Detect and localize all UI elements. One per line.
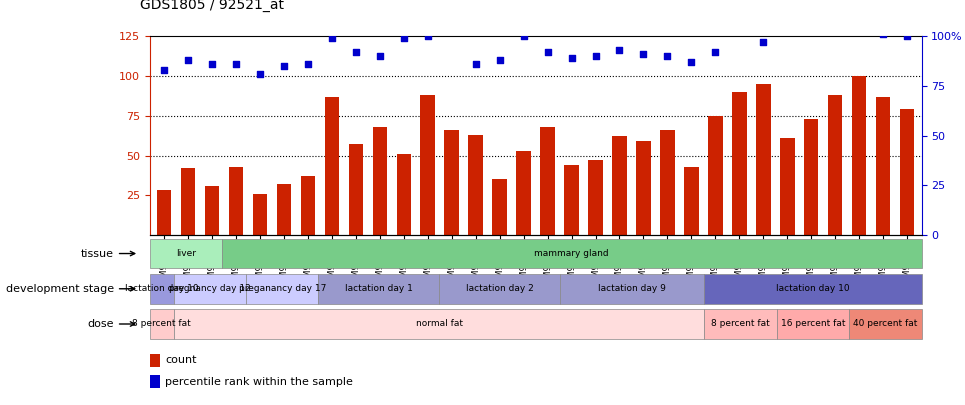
Bar	[150, 309, 174, 339]
Bar	[852, 76, 867, 235]
Bar	[372, 127, 387, 235]
Point	[516, 33, 532, 40]
Text: lactation day 1: lactation day 1	[345, 284, 413, 293]
Point	[707, 49, 723, 55]
Point	[851, 19, 867, 26]
Point	[539, 49, 555, 55]
Point	[899, 33, 915, 40]
Bar	[849, 309, 922, 339]
Bar	[757, 84, 770, 235]
Bar	[324, 97, 339, 235]
Bar	[704, 309, 777, 339]
Point	[276, 63, 291, 70]
Text: 40 percent fat: 40 percent fat	[853, 320, 918, 328]
Bar	[565, 165, 579, 235]
Bar	[516, 151, 531, 235]
Text: pregnancy day 12: pregnancy day 12	[169, 284, 251, 293]
Text: GDS1805 / 92521_at: GDS1805 / 92521_at	[140, 0, 284, 12]
Text: lactation day 9: lactation day 9	[598, 284, 666, 293]
Bar	[156, 190, 171, 235]
Text: mammary gland: mammary gland	[535, 249, 609, 258]
Bar	[150, 239, 222, 269]
Bar	[732, 92, 747, 235]
Text: 8 percent fat: 8 percent fat	[711, 320, 770, 328]
Text: lactation day 2: lactation day 2	[465, 284, 534, 293]
Point	[372, 53, 388, 60]
Bar	[246, 274, 318, 304]
Text: liver: liver	[176, 249, 196, 258]
Text: percentile rank within the sample: percentile rank within the sample	[166, 377, 353, 387]
Text: count: count	[166, 355, 197, 365]
Text: preganancy day 17: preganancy day 17	[238, 284, 326, 293]
Bar	[876, 97, 891, 235]
Point	[756, 39, 771, 46]
Bar	[205, 185, 219, 235]
Point	[636, 51, 651, 58]
Point	[205, 61, 220, 68]
Text: tissue: tissue	[81, 249, 114, 258]
Bar	[174, 274, 246, 304]
Bar	[684, 166, 699, 235]
Text: 8 percent fat: 8 percent fat	[132, 320, 191, 328]
Bar	[804, 119, 818, 235]
Bar	[704, 274, 922, 304]
Point	[156, 67, 172, 73]
Point	[228, 61, 243, 68]
Bar	[150, 354, 160, 367]
Point	[828, 21, 843, 28]
Bar	[613, 136, 626, 235]
Point	[612, 47, 627, 53]
Point	[660, 53, 676, 60]
Point	[780, 21, 795, 28]
Point	[396, 35, 411, 42]
Text: normal fat: normal fat	[416, 320, 462, 328]
Bar	[828, 95, 842, 235]
Point	[420, 33, 435, 40]
Bar	[636, 141, 650, 235]
Bar	[780, 138, 794, 235]
Point	[731, 27, 747, 34]
Bar	[900, 109, 915, 235]
Bar	[660, 130, 675, 235]
Bar	[397, 154, 411, 235]
Point	[588, 53, 603, 60]
Bar	[301, 176, 315, 235]
Point	[444, 25, 459, 32]
Point	[683, 59, 699, 66]
Bar	[318, 274, 439, 304]
Bar	[277, 184, 291, 235]
Bar	[180, 168, 195, 235]
Point	[468, 61, 483, 68]
Bar	[348, 145, 363, 235]
Text: lactation day 10: lactation day 10	[776, 284, 850, 293]
Bar	[540, 127, 555, 235]
Bar	[560, 274, 704, 304]
Bar	[150, 274, 174, 304]
Point	[875, 31, 891, 38]
Point	[300, 61, 316, 68]
Bar	[174, 309, 704, 339]
Point	[348, 49, 364, 55]
Point	[804, 21, 819, 28]
Bar	[708, 116, 723, 235]
Bar	[492, 179, 507, 235]
Point	[180, 57, 196, 64]
Point	[492, 57, 508, 64]
Text: development stage: development stage	[6, 284, 114, 294]
Bar	[253, 194, 267, 235]
Bar	[589, 160, 603, 235]
Bar	[421, 95, 435, 235]
Bar	[439, 274, 560, 304]
Bar	[445, 130, 458, 235]
Point	[324, 35, 340, 42]
Text: 16 percent fat: 16 percent fat	[781, 320, 845, 328]
Point	[564, 55, 579, 62]
Bar	[150, 375, 160, 388]
Bar	[777, 309, 849, 339]
Text: dose: dose	[87, 319, 114, 329]
Point	[252, 71, 267, 77]
Bar	[468, 135, 482, 235]
Text: lactation day 10: lactation day 10	[124, 284, 199, 293]
Bar	[229, 166, 243, 235]
